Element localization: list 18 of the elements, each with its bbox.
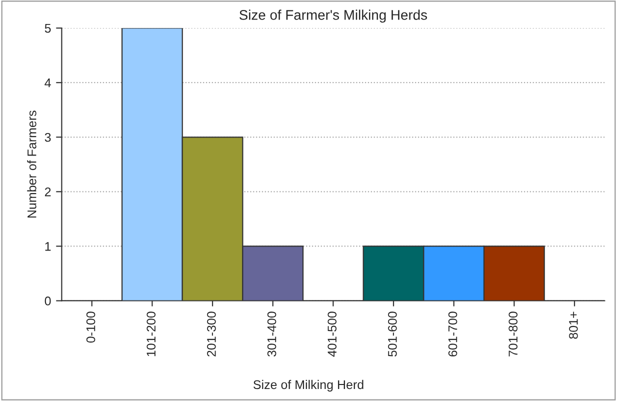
x-tick-label: 201-300 bbox=[207, 312, 216, 356]
y-axis-title: Number of Farmers bbox=[27, 110, 36, 218]
y-tick-label: 5 bbox=[44, 24, 51, 33]
chart-title: Size of Farmer's Milking Herds bbox=[239, 10, 428, 23]
x-tick-label: 101-200 bbox=[146, 312, 156, 356]
x-tick-label: 0-100 bbox=[86, 312, 96, 343]
y-tick-label: 2 bbox=[44, 187, 51, 196]
x-tick-label: 401-500 bbox=[328, 312, 337, 357]
y-tick-label: 3 bbox=[44, 132, 51, 142]
y-tick-label: 4 bbox=[44, 78, 51, 88]
x-tick-label: 701-800 bbox=[508, 312, 518, 356]
x-tick-label: 801+ bbox=[569, 312, 578, 339]
y-tick-label: 0 bbox=[44, 296, 51, 306]
x-tick-label: 501-600 bbox=[388, 312, 397, 357]
x-tick-label: 301-400 bbox=[267, 312, 276, 357]
x-axis-title: Size of Milking Herd bbox=[253, 380, 364, 392]
y-tick-label: 1 bbox=[45, 242, 51, 251]
x-tick-label: 601-700 bbox=[448, 312, 458, 356]
